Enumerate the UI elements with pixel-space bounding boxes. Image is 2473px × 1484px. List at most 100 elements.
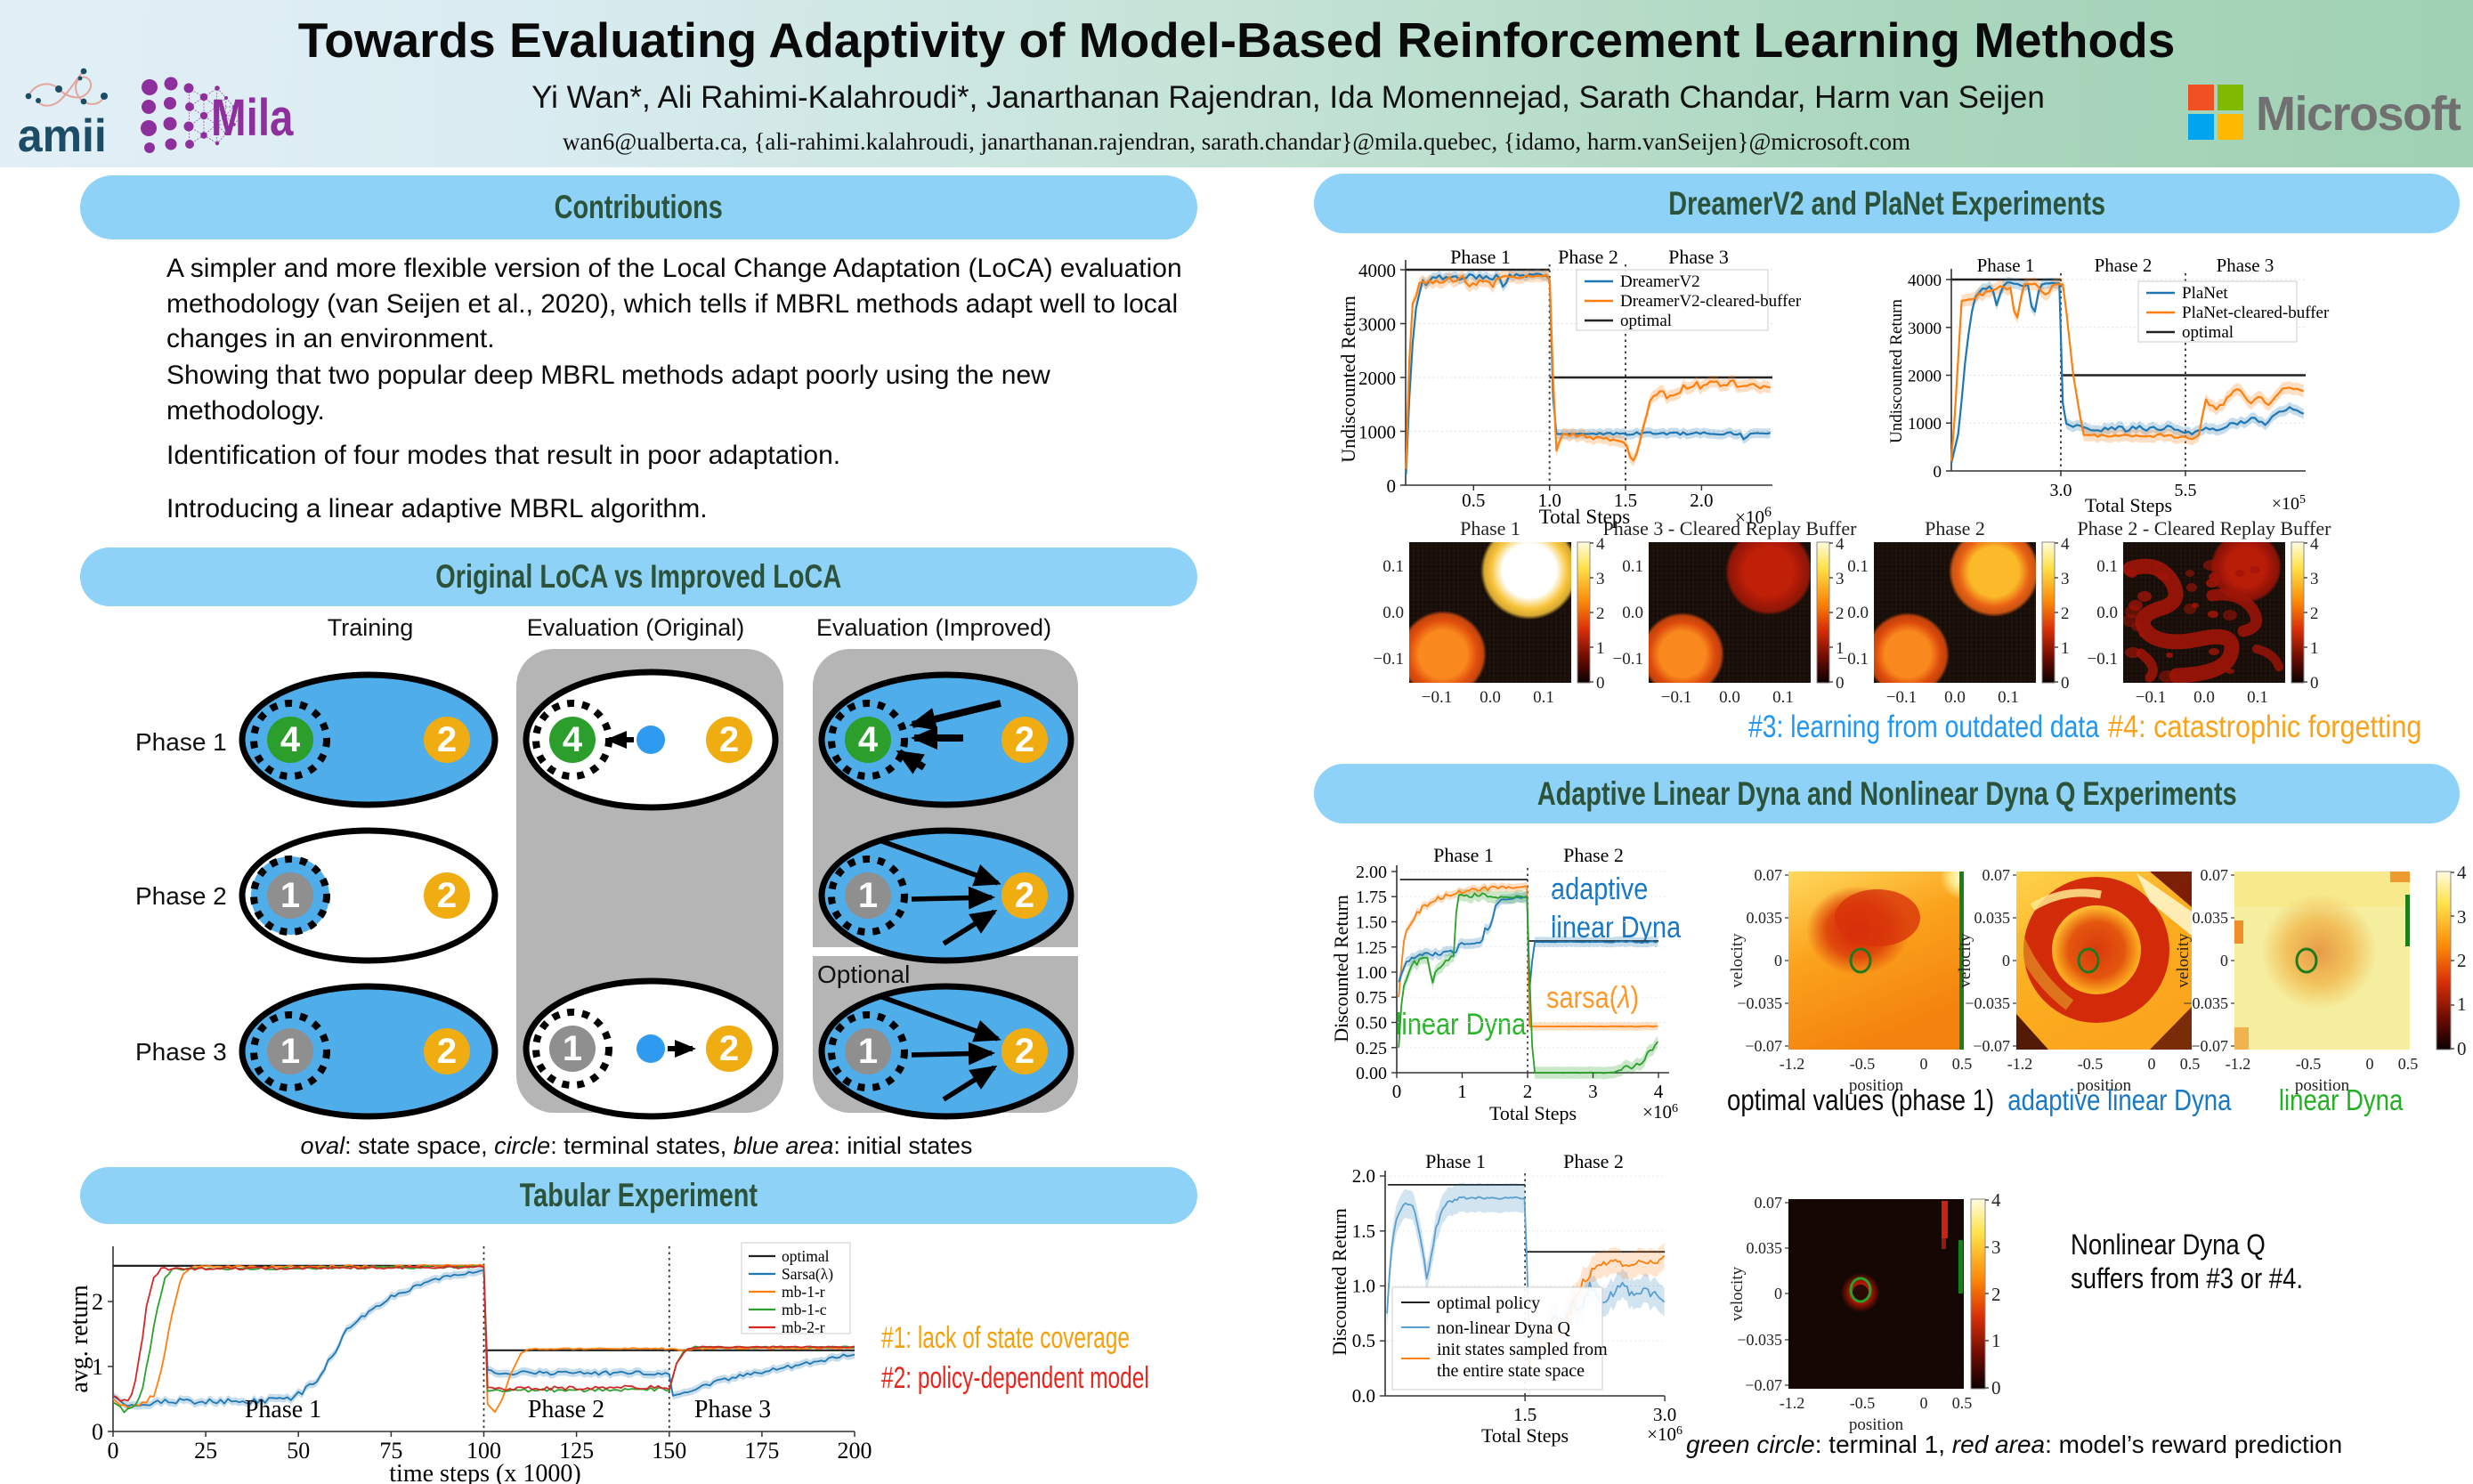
svg-text:2: 2 [1015,1032,1034,1071]
svg-text:Phase 3: Phase 3 [135,1038,227,1066]
svg-text:−0.035: −0.035 [1965,994,2010,1012]
svg-text:1: 1 [1836,639,1845,658]
svg-text:2: 2 [719,720,739,759]
svg-text:3: 3 [1991,1237,2001,1258]
svg-text:optimal: optimal [1620,312,1672,330]
svg-text:1: 1 [1991,1330,2001,1351]
svg-text:1.0: 1.0 [1352,1276,1375,1297]
svg-text:3.0: 3.0 [2050,481,2072,500]
svg-text:optimal policy: optimal policy [1437,1293,1540,1313]
svg-text:2: 2 [1015,876,1034,915]
svg-text:−0.035: −0.035 [1737,1331,1782,1349]
svg-text:-1.2: -1.2 [1780,1394,1805,1412]
svg-text:2.0: 2.0 [1690,490,1713,511]
svg-text:0.0: 0.0 [1480,688,1501,707]
svg-text:0.5: 0.5 [1462,490,1485,511]
svg-text:1: 1 [858,1032,878,1071]
svg-text:-1.2: -1.2 [2226,1055,2251,1073]
svg-text:2: 2 [437,720,457,759]
svg-text:2: 2 [1596,604,1605,623]
svg-text:0: 0 [1836,674,1845,693]
svg-text:non-linear Dyna Q: non-linear Dyna Q [1437,1318,1571,1338]
svg-text:3: 3 [1596,570,1605,588]
svg-text:−0.07: −0.07 [1745,1037,1782,1055]
svg-text:0.5: 0.5 [1352,1330,1375,1351]
svg-text:Undiscounted Return: Undiscounted Return [1887,299,1906,444]
svg-text:4: 4 [858,720,879,759]
svg-text:1000: 1000 [1908,415,1942,434]
svg-text:−0.07: −0.07 [1745,1376,1782,1394]
svg-text:1.5: 1.5 [1352,1220,1375,1242]
svg-text:×106: ×106 [1642,1101,1678,1123]
svg-text:Total Steps: Total Steps [1481,1424,1569,1447]
svg-text:−0.1: −0.1 [1422,688,1452,707]
svg-text:0.0: 0.0 [1719,688,1740,707]
svg-text:4: 4 [1836,535,1845,554]
svg-text:1.75: 1.75 [1356,888,1387,907]
svg-text:0.1: 0.1 [2096,557,2118,576]
svg-text:1: 1 [280,876,300,915]
svg-text:Phase 3 - Cleared Replay Buffe: Phase 3 - Cleared Replay Buffer [1603,517,1858,539]
svg-text:Mila: Mila [211,90,294,148]
svg-text:0: 0 [1392,1081,1402,1102]
svg-text:Discounted Return: Discounted Return [1330,895,1352,1042]
svg-text:3: 3 [2310,570,2319,588]
svg-text:0.035: 0.035 [2193,909,2229,927]
svg-text:0.0: 0.0 [1944,688,1966,707]
svg-text:0.0: 0.0 [1847,604,1869,622]
svg-text:1.5: 1.5 [1614,490,1637,511]
svg-text:Phase 2: Phase 2 [1925,517,1985,539]
svg-text:4: 4 [2061,535,2070,554]
svg-text:init states sampled from: init states sampled from [1437,1340,1608,1359]
svg-text:0.50: 0.50 [1356,1014,1387,1034]
svg-text:0.1: 0.1 [1622,557,1643,576]
svg-text:0.5: 0.5 [1952,1055,1973,1073]
svg-text:1.5: 1.5 [1513,1404,1537,1425]
svg-text:1.50: 1.50 [1356,913,1387,933]
svg-text:0.07: 0.07 [1755,1194,1783,1212]
svg-text:Phase 1: Phase 1 [1433,844,1494,866]
svg-text:2: 2 [719,1029,739,1068]
svg-text:avg. return: avg. return [66,1285,93,1392]
svg-text:2: 2 [1991,1284,2001,1305]
svg-text:0.5: 0.5 [1952,1394,1973,1412]
svg-text:position: position [2077,1076,2132,1095]
svg-text:25: 25 [194,1438,217,1464]
svg-text:0: 0 [2457,1038,2467,1059]
svg-text:0: 0 [2148,1055,2156,1073]
svg-text:0.0: 0.0 [1382,604,1404,622]
svg-text:4: 4 [2457,862,2467,883]
svg-text:velocity: velocity [2174,933,2193,988]
svg-text:amii: amii [18,109,107,160]
svg-text:0: 0 [2220,952,2228,969]
svg-text:-0.5: -0.5 [1850,1394,1876,1412]
svg-text:0.035: 0.035 [1974,909,2011,927]
svg-text:2: 2 [437,1032,457,1071]
svg-text:4000: 4000 [1908,272,1942,290]
svg-text:3.0: 3.0 [1653,1404,1676,1425]
svg-text:−0.1: −0.1 [1886,688,1917,707]
svg-text:0.1: 0.1 [1847,557,1869,576]
svg-text:Phase 1: Phase 1 [245,1396,321,1423]
svg-text:2: 2 [1523,1081,1533,1102]
svg-text:3: 3 [2061,570,2070,588]
svg-text:mb-2-r: mb-2-r [782,1318,825,1336]
svg-text:1: 1 [1596,639,1605,658]
svg-text:50: 50 [287,1438,310,1464]
svg-text:Phase 2: Phase 2 [1563,1150,1624,1172]
svg-text:0: 0 [1774,1285,1782,1302]
svg-text:0: 0 [1920,1394,1928,1412]
svg-text:Phase 2: Phase 2 [1563,844,1624,866]
svg-text:0: 0 [1596,674,1605,693]
svg-text:−0.07: −0.07 [1973,1037,2010,1055]
svg-text:Phase 1: Phase 1 [1460,517,1520,539]
svg-text:Phase 2: Phase 2 [1558,246,1618,268]
svg-text:0: 0 [1774,952,1782,969]
svg-text:×105: ×105 [2272,493,2306,514]
svg-text:×106: ×106 [1647,1423,1682,1445]
svg-text:DreamerV2: DreamerV2 [1620,272,1700,291]
svg-text:0.00: 0.00 [1356,1064,1387,1083]
svg-text:0.035: 0.035 [1747,1239,1783,1257]
svg-text:4000: 4000 [1358,260,1396,281]
svg-text:1.0: 1.0 [1538,490,1561,511]
